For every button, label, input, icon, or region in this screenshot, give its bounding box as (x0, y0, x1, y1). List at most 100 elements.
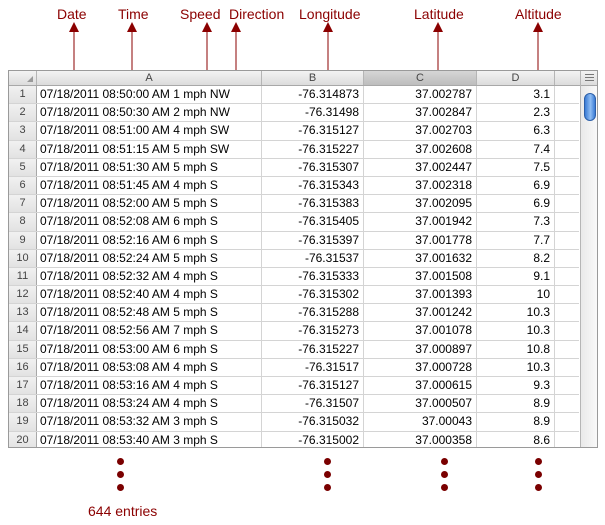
column-header-c[interactable]: C (364, 71, 477, 85)
cell-latitude[interactable]: 37.000615 (364, 377, 477, 395)
cell-latitude[interactable]: 37.002608 (364, 140, 477, 158)
cell-latitude[interactable]: 37.00043 (364, 413, 477, 431)
row-number[interactable]: 2 (9, 104, 37, 122)
row-number[interactable]: 19 (9, 413, 37, 431)
cell-latitude[interactable]: 37.002703 (364, 122, 477, 140)
cell-date-time-speed-direction[interactable]: 07/18/2011 08:52:56 AM 7 mph S (37, 322, 262, 340)
row-number[interactable]: 15 (9, 340, 37, 358)
row-number[interactable]: 5 (9, 158, 37, 176)
cell-altitude[interactable]: 2.3 (477, 104, 555, 122)
cell-date-time-speed-direction[interactable]: 07/18/2011 08:51:45 AM 4 mph S (37, 176, 262, 195)
cell-altitude[interactable]: 3.1 (477, 86, 555, 104)
cell-date-time-speed-direction[interactable]: 07/18/2011 08:51:15 AM 5 mph SW (37, 140, 262, 158)
cell-longitude[interactable]: -76.315273 (262, 322, 364, 340)
cell-altitude[interactable]: 10 (477, 286, 555, 304)
row-number[interactable]: 18 (9, 395, 37, 413)
row-number[interactable]: 12 (9, 286, 37, 304)
cell-latitude[interactable]: 37.000358 (364, 431, 477, 447)
row-number[interactable]: 1 (9, 86, 37, 104)
cell-latitude[interactable]: 37.002847 (364, 104, 477, 122)
cell-latitude[interactable]: 37.001393 (364, 286, 477, 304)
column-header-d[interactable]: D (477, 71, 555, 85)
split-handle-icon[interactable] (581, 71, 597, 86)
cell-altitude[interactable]: 10.3 (477, 304, 555, 322)
cell-longitude[interactable]: -76.315383 (262, 195, 364, 213)
row-number[interactable]: 20 (9, 431, 37, 447)
cell-date-time-speed-direction[interactable]: 07/18/2011 08:52:24 AM 5 mph S (37, 249, 262, 267)
cell-longitude[interactable]: -76.315288 (262, 304, 364, 322)
cell-date-time-speed-direction[interactable]: 07/18/2011 08:52:32 AM 4 mph S (37, 267, 262, 286)
cell-altitude[interactable]: 6.3 (477, 122, 555, 140)
cell-date-time-speed-direction[interactable]: 07/18/2011 08:53:24 AM 4 mph S (37, 395, 262, 413)
row-number[interactable]: 11 (9, 267, 37, 286)
cell-latitude[interactable]: 37.002318 (364, 176, 477, 195)
row-number[interactable]: 13 (9, 304, 37, 322)
scrollbar-thumb[interactable] (584, 93, 596, 121)
cell-longitude[interactable]: -76.315405 (262, 213, 364, 231)
cell-altitude[interactable]: 10.8 (477, 340, 555, 358)
cell-longitude[interactable]: -76.315333 (262, 267, 364, 286)
row-number[interactable]: 4 (9, 140, 37, 158)
cell-longitude[interactable]: -76.315397 (262, 231, 364, 249)
cell-date-time-speed-direction[interactable]: 07/18/2011 08:53:32 AM 3 mph S (37, 413, 262, 431)
cell-longitude[interactable]: -76.315343 (262, 176, 364, 195)
row-number[interactable]: 17 (9, 377, 37, 395)
cell-latitude[interactable]: 37.000897 (364, 340, 477, 358)
row-number[interactable]: 10 (9, 249, 37, 267)
cell-altitude[interactable]: 7.7 (477, 231, 555, 249)
cell-latitude[interactable]: 37.000507 (364, 395, 477, 413)
cell-longitude[interactable]: -76.315227 (262, 140, 364, 158)
cell-altitude[interactable]: 10.3 (477, 322, 555, 340)
cell-latitude[interactable]: 37.001508 (364, 267, 477, 286)
cell-altitude[interactable]: 7.4 (477, 140, 555, 158)
cell-date-time-speed-direction[interactable]: 07/18/2011 08:51:00 AM 4 mph SW (37, 122, 262, 140)
cell-latitude[interactable]: 37.001632 (364, 249, 477, 267)
row-number[interactable]: 7 (9, 195, 37, 213)
cell-latitude[interactable]: 37.002095 (364, 195, 477, 213)
cell-latitude[interactable]: 37.001778 (364, 231, 477, 249)
cell-latitude[interactable]: 37.000728 (364, 358, 477, 376)
cell-date-time-speed-direction[interactable]: 07/18/2011 08:52:16 AM 6 mph S (37, 231, 262, 249)
column-header-b[interactable]: B (262, 71, 364, 85)
cell-date-time-speed-direction[interactable]: 07/18/2011 08:53:08 AM 4 mph S (37, 358, 262, 376)
cell-altitude[interactable]: 8.9 (477, 395, 555, 413)
row-number[interactable]: 14 (9, 322, 37, 340)
cell-longitude[interactable]: -76.315032 (262, 413, 364, 431)
cell-longitude[interactable]: -76.315002 (262, 431, 364, 447)
row-number[interactable]: 8 (9, 213, 37, 231)
row-number[interactable]: 9 (9, 231, 37, 249)
cell-date-time-speed-direction[interactable]: 07/18/2011 08:51:30 AM 5 mph S (37, 158, 262, 176)
cell-longitude[interactable]: -76.31537 (262, 249, 364, 267)
column-header-a[interactable]: A (37, 71, 262, 85)
cell-date-time-speed-direction[interactable]: 07/18/2011 08:52:40 AM 4 mph S (37, 286, 262, 304)
cell-longitude[interactable]: -76.315302 (262, 286, 364, 304)
cell-latitude[interactable]: 37.002447 (364, 158, 477, 176)
cell-altitude[interactable]: 8.6 (477, 431, 555, 447)
row-number[interactable]: 3 (9, 122, 37, 140)
cell-altitude[interactable]: 9.3 (477, 377, 555, 395)
row-number[interactable]: 6 (9, 176, 37, 195)
cell-altitude[interactable]: 7.3 (477, 213, 555, 231)
cell-altitude[interactable]: 10.3 (477, 358, 555, 376)
cell-altitude[interactable]: 6.9 (477, 176, 555, 195)
cell-longitude[interactable]: -76.314873 (262, 86, 364, 104)
cell-longitude[interactable]: -76.315227 (262, 340, 364, 358)
cell-latitude[interactable]: 37.001078 (364, 322, 477, 340)
cell-longitude[interactable]: -76.315127 (262, 377, 364, 395)
cell-date-time-speed-direction[interactable]: 07/18/2011 08:52:48 AM 5 mph S (37, 304, 262, 322)
cell-date-time-speed-direction[interactable]: 07/18/2011 08:52:08 AM 6 mph S (37, 213, 262, 231)
cell-longitude[interactable]: -76.31507 (262, 395, 364, 413)
cell-date-time-speed-direction[interactable]: 07/18/2011 08:53:16 AM 4 mph S (37, 377, 262, 395)
cell-altitude[interactable]: 6.9 (477, 195, 555, 213)
cell-latitude[interactable]: 37.002787 (364, 86, 477, 104)
cell-altitude[interactable]: 8.2 (477, 249, 555, 267)
select-all-corner[interactable] (9, 71, 37, 85)
cell-altitude[interactable]: 8.9 (477, 413, 555, 431)
vertical-scrollbar[interactable] (580, 71, 597, 447)
cell-date-time-speed-direction[interactable]: 07/18/2011 08:53:40 AM 3 mph S (37, 431, 262, 447)
row-number[interactable]: 16 (9, 358, 37, 376)
cell-longitude[interactable]: -76.31498 (262, 104, 364, 122)
cell-longitude[interactable]: -76.315127 (262, 122, 364, 140)
cell-latitude[interactable]: 37.001942 (364, 213, 477, 231)
cell-date-time-speed-direction[interactable]: 07/18/2011 08:53:00 AM 6 mph S (37, 340, 262, 358)
